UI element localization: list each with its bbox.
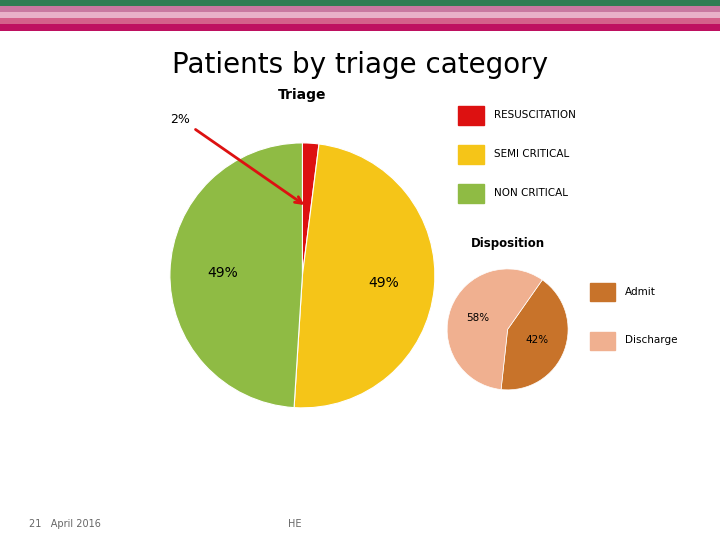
Text: •Anaphylaxis: •Anaphylaxis	[23, 239, 98, 249]
Text: HE: HE	[288, 519, 302, 529]
Text: 49%: 49%	[369, 276, 400, 290]
Bar	[590, 332, 615, 350]
Text: IQR 5: IQR 5	[49, 415, 99, 433]
Text: Discharge: Discharge	[625, 335, 678, 345]
Text: 21   April 2016: 21 April 2016	[29, 519, 101, 529]
Text: MEDIAN: MEDIAN	[37, 324, 111, 342]
Wedge shape	[294, 144, 435, 408]
Text: 2%: 2%	[171, 112, 302, 203]
Text: 42%: 42%	[526, 335, 549, 346]
Text: •Pneumonia: •Pneumonia	[23, 155, 92, 165]
Text: 58%: 58%	[467, 313, 490, 323]
Text: SEMI CRITICAL: SEMI CRITICAL	[494, 149, 570, 159]
Text: NON CRITICAL: NON CRITICAL	[494, 188, 568, 198]
Text: •Febrile fits,: •Febrile fits,	[23, 211, 91, 221]
Text: Admit: Admit	[625, 287, 655, 296]
Bar	[458, 105, 484, 125]
Title: Triage: Triage	[278, 87, 327, 102]
Bar	[590, 283, 615, 301]
Text: 4 Red cases: 4 Red cases	[23, 130, 117, 144]
Wedge shape	[302, 143, 319, 275]
Bar	[458, 184, 484, 203]
Text: •Acute bronchiolitis: •Acute bronchiolitis	[23, 183, 133, 193]
Bar	[458, 145, 484, 164]
Wedge shape	[501, 280, 568, 390]
Text: AGE 3,: AGE 3,	[43, 369, 104, 388]
Text: Patients by triage category: Patients by triage category	[172, 51, 548, 79]
Text: 49%: 49%	[207, 266, 238, 280]
Wedge shape	[447, 269, 542, 389]
Text: RESUSCITATION: RESUSCITATION	[494, 110, 576, 120]
Wedge shape	[170, 143, 302, 408]
Title: Disposition: Disposition	[471, 237, 544, 250]
